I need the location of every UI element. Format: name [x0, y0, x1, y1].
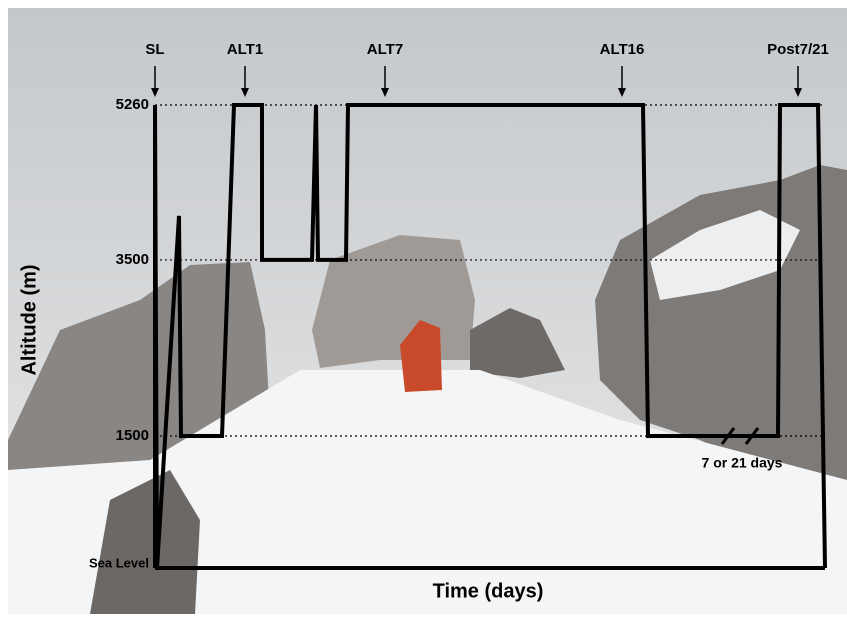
y-tick-label: 5260: [116, 96, 149, 113]
annotation-label: Post7/21: [767, 41, 829, 58]
annotation-label: SL: [145, 41, 164, 58]
y-tick-label: 1500: [116, 427, 149, 444]
annotation-label: ALT16: [600, 41, 645, 58]
annotation-label: ALT1: [227, 41, 263, 58]
y-tick-label: 3500: [116, 251, 149, 268]
note-label: 7 or 21 days: [702, 455, 783, 471]
annotation-label: ALT7: [367, 41, 403, 58]
chart: Altitude (m) Time (days) Sea Level 1500 35…: [0, 0, 847, 614]
y-axis-label: Altitude (m): [18, 264, 40, 375]
x-axis-label: Time (days): [433, 580, 544, 602]
y-tick-label: Sea Level: [89, 555, 149, 570]
